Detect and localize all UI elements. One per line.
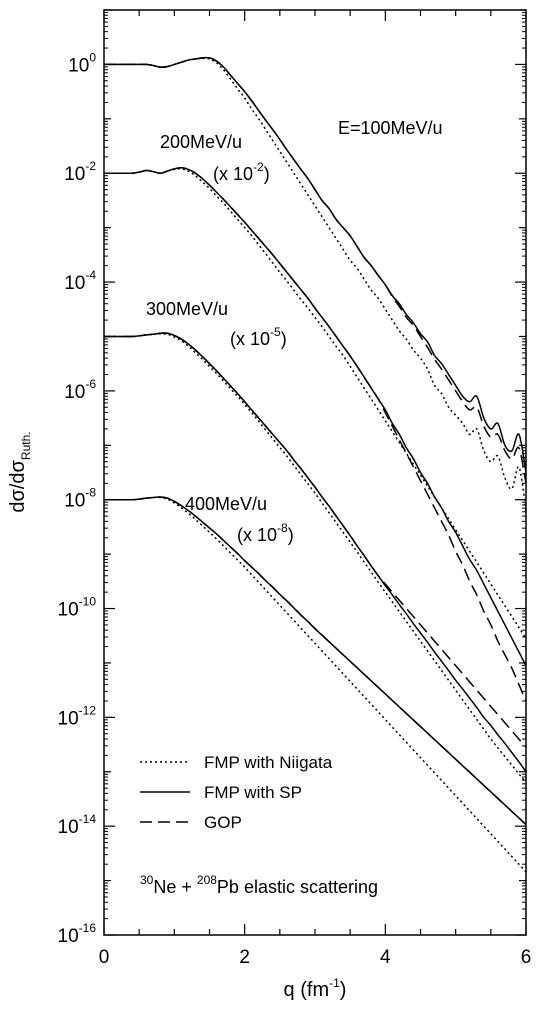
annotation-e100: E=100MeV/u [338, 118, 443, 138]
annotation-e300-scale: (x 10-5) [230, 325, 287, 349]
y-tick-label: 10-8 [64, 486, 96, 512]
y-tick-label: 10-10 [58, 595, 97, 621]
tick-labels: 0 2 4 6 100 10-2 10-4 10-6 10-8 10-10 10-12 10-14 10… [58, 50, 532, 968]
series-300-dotted [104, 332, 527, 784]
y-tick-label: 100 [68, 50, 96, 76]
annotation-e400-scale: (x 10-8) [237, 521, 294, 545]
reaction-label: 30Ne + 208Pb elastic scattering [140, 873, 378, 897]
legend-label-gop: GOP [204, 813, 242, 832]
x-tick-label: 0 [99, 947, 110, 968]
series-300-dashed [104, 332, 527, 748]
legend: FMP with Niigata FMP with SP GOP [140, 753, 333, 832]
series-100-solid [103, 56, 527, 473]
x-tick-label: 2 [239, 947, 250, 968]
y-tick-label: 10-2 [64, 159, 96, 185]
series-200-dotted [103, 168, 527, 639]
x-tick-label: 6 [521, 947, 532, 968]
y-axis-label: dσ/dσRuth. [7, 431, 33, 512]
annotation-e300: 300MeV/u [146, 299, 228, 319]
y-tick-label: 10-12 [58, 703, 97, 729]
series-200-solid [103, 167, 527, 667]
y-tick-label: 10-4 [64, 268, 96, 294]
series-300-solid [104, 332, 527, 773]
x-axis-label: q (fm-1) [284, 976, 347, 1001]
legend-label-sp: FMP with SP [204, 783, 302, 802]
series-400-dotted [104, 496, 527, 873]
y-tick-label: 10-6 [64, 377, 96, 403]
legend-label-niigata: FMP with Niigata [204, 753, 333, 772]
series-100-dotted [103, 57, 527, 511]
series-200-dashed [103, 167, 527, 702]
x-tick-label: 4 [380, 947, 391, 968]
series-lines [103, 56, 527, 873]
annotation-e400: 400MeV/u [185, 494, 267, 514]
annotation-e200-scale: (x 10-2) [213, 160, 270, 184]
series-100-dashed [103, 56, 527, 484]
y-tick-label: 10-14 [58, 812, 97, 838]
series-400-dashed [104, 496, 527, 826]
annotation-e200: 200MeV/u [160, 132, 242, 152]
y-tick-label: 10-16 [58, 921, 97, 947]
